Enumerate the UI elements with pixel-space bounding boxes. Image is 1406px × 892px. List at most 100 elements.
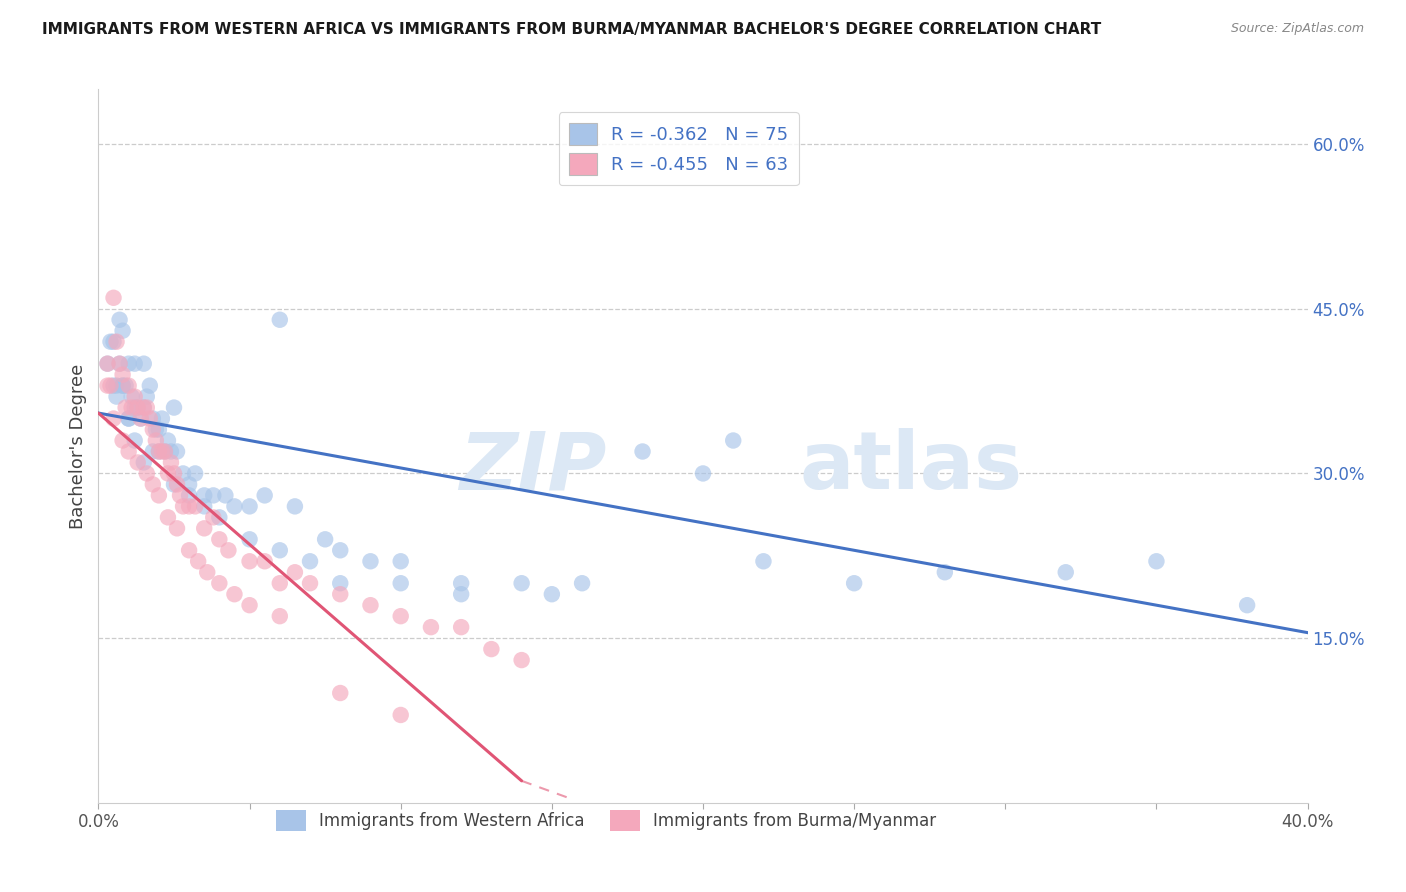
Point <box>121 390 143 404</box>
Point <box>148 444 170 458</box>
Point <box>510 653 533 667</box>
Point <box>239 554 262 568</box>
Point <box>142 423 165 437</box>
Point <box>934 566 956 580</box>
Point <box>150 411 173 425</box>
Point <box>148 444 170 458</box>
Point <box>389 708 412 723</box>
Point <box>179 500 201 514</box>
Point <box>111 434 134 448</box>
Point <box>202 488 225 502</box>
Point <box>132 357 155 371</box>
Point <box>124 401 146 415</box>
Point <box>148 488 170 502</box>
Point <box>105 390 128 404</box>
Text: ZIP: ZIP <box>458 428 606 507</box>
Text: IMMIGRANTS FROM WESTERN AFRICA VS IMMIGRANTS FROM BURMA/MYANMAR BACHELOR'S DEGRE: IMMIGRANTS FROM WESTERN AFRICA VS IMMIGR… <box>42 22 1101 37</box>
Point <box>450 620 472 634</box>
Point <box>103 334 125 349</box>
Point <box>540 587 562 601</box>
Point <box>118 444 141 458</box>
Point <box>148 423 170 437</box>
Legend: Immigrants from Western Africa, Immigrants from Burma/Myanmar: Immigrants from Western Africa, Immigran… <box>270 804 943 838</box>
Point <box>299 554 322 568</box>
Point <box>193 488 215 502</box>
Point <box>269 576 291 591</box>
Point <box>692 467 714 481</box>
Point <box>166 444 188 458</box>
Point <box>135 401 157 415</box>
Point <box>163 401 186 415</box>
Point <box>142 444 165 458</box>
Point <box>108 312 131 326</box>
Point <box>1054 566 1077 580</box>
Point <box>132 401 155 415</box>
Point <box>135 467 157 481</box>
Point <box>166 521 188 535</box>
Point <box>193 500 215 514</box>
Point <box>510 576 533 591</box>
Point <box>169 488 191 502</box>
Point <box>269 543 291 558</box>
Point <box>103 378 125 392</box>
Point <box>214 488 236 502</box>
Point <box>142 411 165 425</box>
Point <box>481 642 503 657</box>
Point <box>118 411 141 425</box>
Point <box>108 357 131 371</box>
Point <box>103 291 125 305</box>
Point <box>450 587 472 601</box>
Point <box>132 455 155 469</box>
Point <box>139 411 162 425</box>
Point <box>217 543 239 558</box>
Point <box>208 576 231 591</box>
Point <box>96 357 118 371</box>
Point <box>114 401 136 415</box>
Point <box>96 357 118 371</box>
Point <box>389 576 412 591</box>
Point <box>150 444 173 458</box>
Point <box>253 554 276 568</box>
Point <box>420 620 443 634</box>
Point <box>145 423 167 437</box>
Point <box>111 378 134 392</box>
Point <box>111 324 134 338</box>
Point <box>253 488 276 502</box>
Point <box>105 334 128 349</box>
Point <box>139 378 162 392</box>
Point <box>132 401 155 415</box>
Point <box>118 411 141 425</box>
Point <box>135 390 157 404</box>
Point <box>239 500 262 514</box>
Point <box>108 357 131 371</box>
Point <box>156 510 179 524</box>
Point <box>124 390 146 404</box>
Point <box>239 533 262 547</box>
Point <box>179 488 201 502</box>
Point <box>184 467 207 481</box>
Point <box>153 444 176 458</box>
Point <box>450 576 472 591</box>
Point <box>1236 598 1258 612</box>
Point <box>153 444 176 458</box>
Point <box>103 411 125 425</box>
Point <box>96 378 118 392</box>
Point <box>160 455 183 469</box>
Point <box>127 401 149 415</box>
Point <box>121 401 143 415</box>
Point <box>202 510 225 524</box>
Point <box>124 357 146 371</box>
Point <box>239 598 262 612</box>
Point <box>187 554 209 568</box>
Point <box>142 477 165 491</box>
Point <box>111 368 134 382</box>
Point <box>127 401 149 415</box>
Point <box>160 444 183 458</box>
Point <box>145 434 167 448</box>
Point <box>172 467 194 481</box>
Point <box>156 467 179 481</box>
Point <box>269 312 291 326</box>
Point <box>329 543 352 558</box>
Point <box>389 609 412 624</box>
Point <box>284 500 307 514</box>
